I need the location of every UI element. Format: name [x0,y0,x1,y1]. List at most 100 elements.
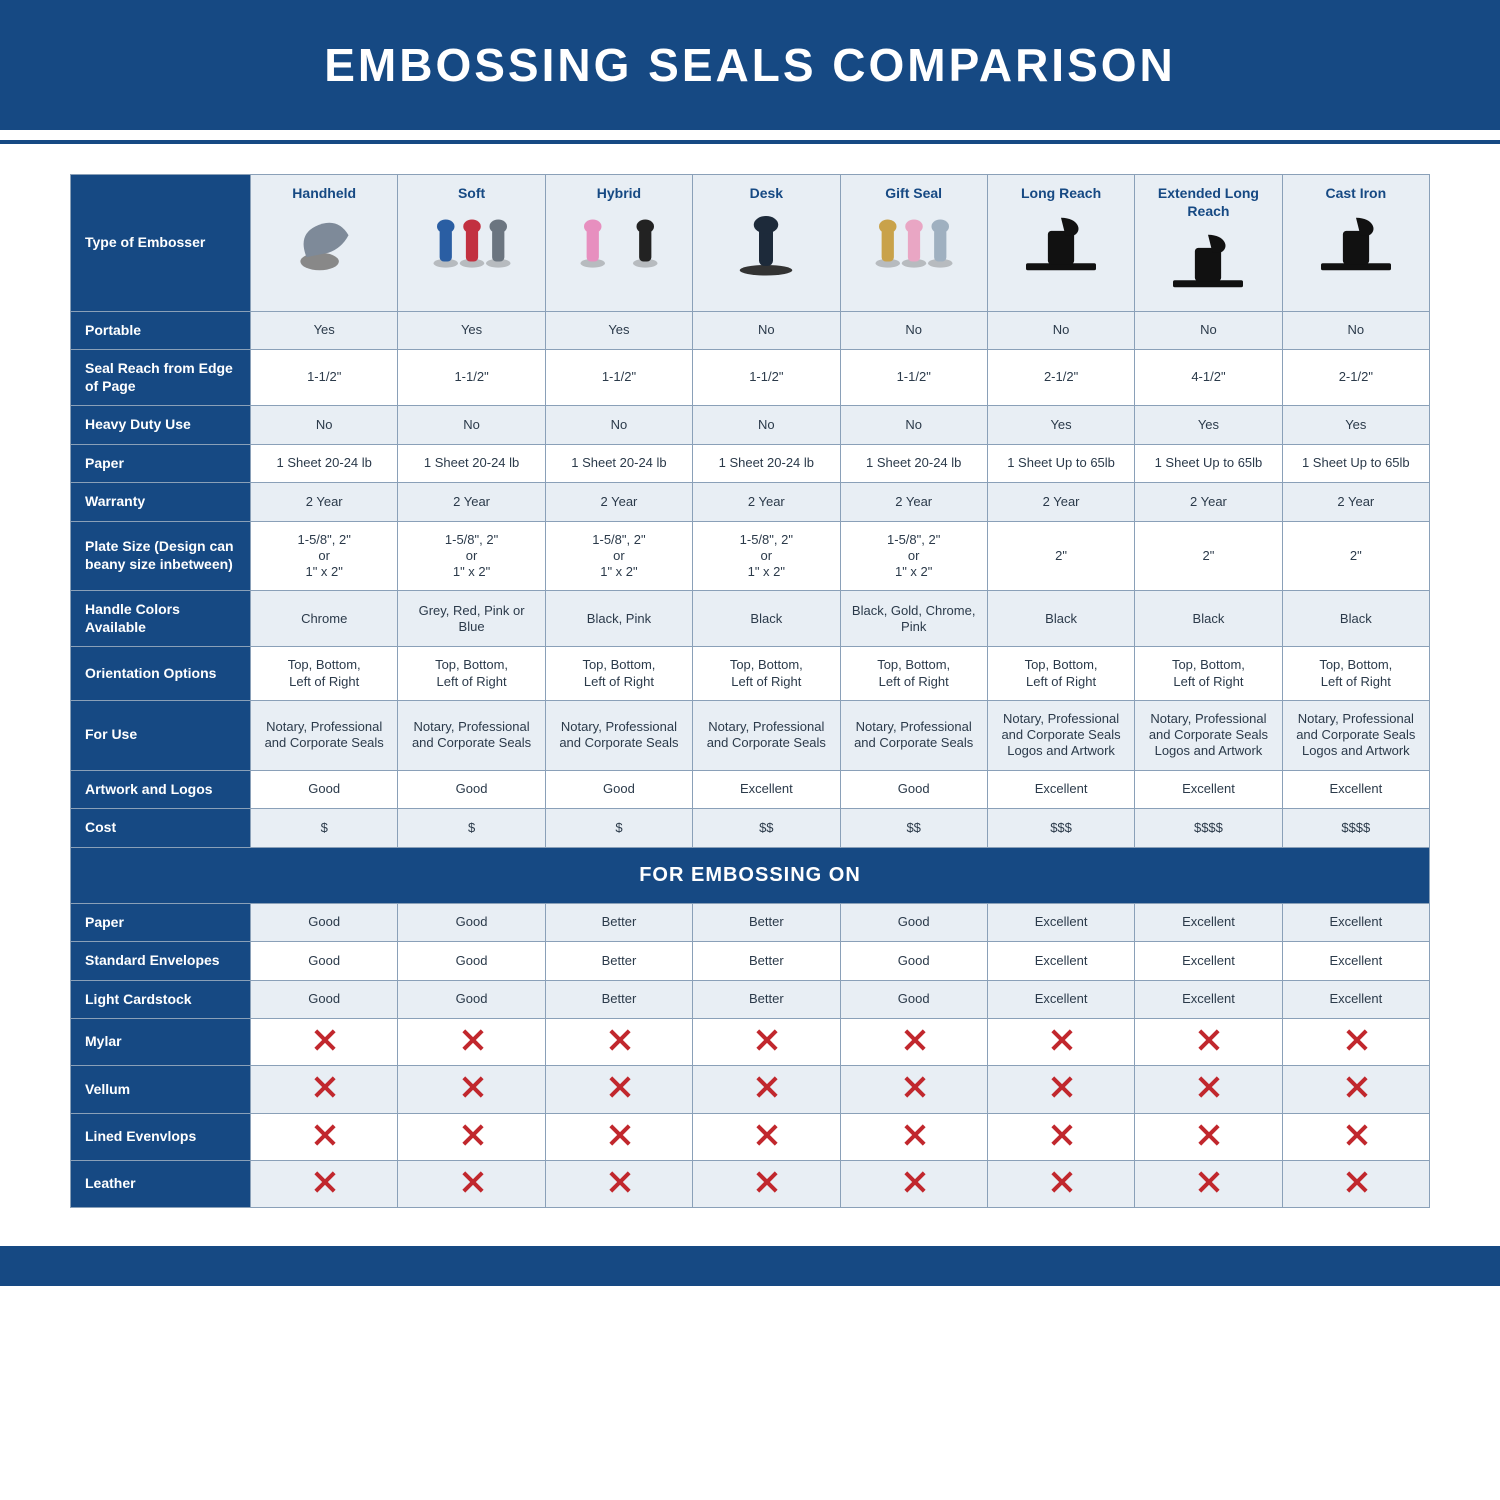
not-recommended-icon [1050,1076,1072,1098]
table-row: For UseNotary, Professional and Corporat… [71,700,1430,770]
table-cell [545,1160,692,1207]
table-cell: 1 Sheet Up to 65lb [1135,444,1282,483]
table-cell [1282,1066,1429,1113]
table-cell: Good [398,942,545,981]
row-label: Standard Envelopes [71,942,251,981]
table-cell: Notary, Professional and Corporate Seals… [1135,700,1282,770]
not-recommended-icon [1197,1124,1219,1146]
table-cell: Excellent [1135,942,1282,981]
page-title: EMBOSSING SEALS COMPARISON [324,38,1176,92]
row-label: Paper [71,444,251,483]
row-label: Lined Evenvlops [71,1113,251,1160]
table-cell: Good [840,942,987,981]
table-cell: No [251,406,398,445]
table-cell: Excellent [987,942,1134,981]
table-cell: Better [545,942,692,981]
table-cell: 1 Sheet 20-24 lb [398,444,545,483]
not-recommended-icon [903,1076,925,1098]
table-cell [987,1160,1134,1207]
table-cell [693,1160,840,1207]
table-cell: 1 Sheet Up to 65lb [1282,444,1429,483]
table-cell: Excellent [987,770,1134,809]
table-cell [545,1113,692,1160]
row-label: Warranty [71,483,251,522]
table-cell: 2" [1282,521,1429,591]
not-recommended-icon [903,1124,925,1146]
table-cell: Notary, Professional and Corporate Seals… [1282,700,1429,770]
table-cell: 1-5/8", 2"or1" x 2" [693,521,840,591]
table-cell: Black [1135,591,1282,647]
not-recommended-icon [1197,1029,1219,1051]
table-cell [545,1019,692,1066]
table-row: Plate Size (Design can beany size inbetw… [71,521,1430,591]
table-cell: Top, Bottom,Left of Right [1135,647,1282,701]
table-cell [693,1113,840,1160]
table-cell: 1 Sheet 20-24 lb [545,444,692,483]
table-cell: 1-1/2" [545,350,692,406]
table-cell: Good [251,942,398,981]
row-label: Vellum [71,1066,251,1113]
table-cell: 1-1/2" [398,350,545,406]
table-cell [251,1019,398,1066]
table-cell [840,1019,987,1066]
not-recommended-icon [903,1171,925,1193]
table-cell: Notary, Professional and Corporate Seals [693,700,840,770]
not-recommended-icon [461,1076,483,1098]
table-cell: 2" [1135,521,1282,591]
table-cell [1282,1113,1429,1160]
row-label: Paper [71,903,251,942]
table-cell [987,1113,1134,1160]
table-cell: Excellent [1282,770,1429,809]
embosser-icon [427,209,517,279]
not-recommended-icon [608,1029,630,1051]
table-cell: Excellent [1135,903,1282,942]
not-recommended-icon [755,1029,777,1051]
column-name: Handheld [257,185,391,203]
table-cell: Top, Bottom,Left of Right [1282,647,1429,701]
table-cell: Black [987,591,1134,647]
table-cell: Good [251,980,398,1019]
not-recommended-icon [903,1029,925,1051]
title-underline [0,140,1500,144]
not-recommended-icon [313,1076,335,1098]
not-recommended-icon [313,1029,335,1051]
table-cell [840,1113,987,1160]
table-cell [398,1113,545,1160]
table-cell: Top, Bottom,Left of Right [251,647,398,701]
table-cell: Yes [398,311,545,350]
table-cell: Notary, Professional and Corporate Seals [545,700,692,770]
table-cell: No [987,311,1134,350]
table-cell: $ [398,809,545,848]
table-row: Orientation OptionsTop, Bottom,Left of R… [71,647,1430,701]
column-header: Extended Long Reach [1135,175,1282,312]
table-cell: 2-1/2" [1282,350,1429,406]
table-cell: Yes [1282,406,1429,445]
table-cell: Good [840,903,987,942]
table-cell: $$$$ [1282,809,1429,848]
title-bar: EMBOSSING SEALS COMPARISON [0,0,1500,130]
not-recommended-icon [313,1171,335,1193]
table-cell: 1-5/8", 2"or1" x 2" [545,521,692,591]
table-cell: $$ [840,809,987,848]
table-cell: Notary, Professional and Corporate Seals [840,700,987,770]
table-cell: Black [693,591,840,647]
table-row: Handle Colors AvailableChromeGrey, Red, … [71,591,1430,647]
table-row: Cost$$$$$$$$$$$$$$$$$$ [71,809,1430,848]
table-cell: Top, Bottom,Left of Right [987,647,1134,701]
table-cell: 2 Year [840,483,987,522]
table-cell [398,1019,545,1066]
table-cell: No [398,406,545,445]
table-cell: Black, Gold, Chrome, Pink [840,591,987,647]
not-recommended-icon [1197,1171,1219,1193]
column-name: Hybrid [552,185,686,203]
row-label: Light Cardstock [71,980,251,1019]
table-cell: Excellent [1135,980,1282,1019]
table-cell [398,1066,545,1113]
table-cell: 1-5/8", 2"or1" x 2" [398,521,545,591]
not-recommended-icon [1345,1029,1367,1051]
table-cell: Better [693,942,840,981]
table-cell [693,1019,840,1066]
table-cell: Yes [251,311,398,350]
table-cell: 2 Year [693,483,840,522]
table-cell: No [545,406,692,445]
